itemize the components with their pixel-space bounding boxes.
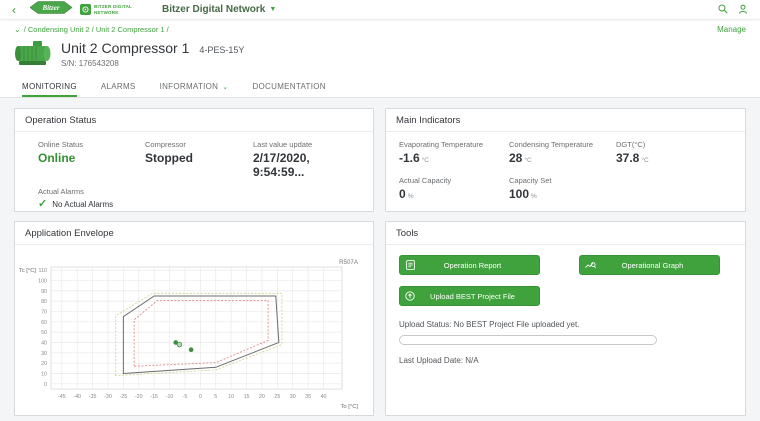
panel-title: Main Indicators	[386, 109, 745, 132]
svg-text:-5: -5	[183, 394, 188, 400]
field-evaporating-temperature: Evaporating Temperature -1.6 °C	[399, 140, 484, 165]
app-bar: ‹ Bitzer BITZER DIGITAL NETWORK Bitzer D…	[0, 0, 760, 19]
field-online-status: Online Status Online	[38, 140, 145, 179]
actual-alarms-value: No Actual Alarms	[52, 200, 114, 209]
svg-text:100: 100	[38, 278, 47, 284]
svg-text:-45: -45	[58, 394, 66, 400]
compressor-image	[14, 39, 52, 72]
svg-text:20: 20	[259, 394, 265, 400]
svg-text:20: 20	[41, 361, 47, 367]
breadcrumb: ⌄ / Condensing Unit 2 / Unit 2 Compresso…	[14, 25, 746, 34]
operation-status-panel: Operation Status Online Status Online Co…	[14, 108, 374, 212]
breadcrumb-path[interactable]: / Condensing Unit 2 / Unit 2 Compressor …	[23, 25, 169, 34]
panel-title: Application Envelope	[15, 222, 373, 245]
field-actual-capacity: Actual Capacity 0%	[399, 176, 452, 201]
graph-icon	[580, 260, 600, 270]
svg-text:70: 70	[41, 309, 47, 315]
last-upload-date-text: Last Upload Date: N/A	[399, 356, 479, 365]
upload-icon	[400, 291, 420, 301]
panel-title: Tools	[386, 222, 745, 245]
svg-text:35: 35	[305, 394, 311, 400]
upload-best-project-file-button[interactable]: Upload BEST Project File	[399, 286, 540, 306]
svg-text:Bitzer: Bitzer	[41, 4, 59, 12]
svg-text:10: 10	[228, 394, 234, 400]
svg-text:30: 30	[290, 394, 296, 400]
svg-text:-25: -25	[120, 394, 128, 400]
svg-text:25: 25	[274, 394, 280, 400]
svg-text:40: 40	[321, 394, 327, 400]
svg-text:Tc [°C]: Tc [°C]	[19, 268, 37, 274]
user-icon[interactable]	[738, 1, 748, 19]
chevron-down-icon: ⌄	[222, 83, 229, 91]
panel-title: Operation Status	[15, 109, 373, 132]
compressor-model: 4-PES-15Y	[199, 45, 245, 55]
svg-text:0: 0	[44, 382, 47, 388]
tab-information[interactable]: INFORMATION ⌄	[159, 82, 229, 91]
bdn-logo-icon	[80, 4, 91, 15]
manage-link[interactable]: Manage	[717, 25, 746, 34]
bitzer-logo: Bitzer	[29, 0, 73, 19]
field-last-value-update: Last value update 2/17/2020, 9:54:59...	[253, 140, 313, 179]
svg-text:50: 50	[41, 330, 47, 336]
svg-text:-20: -20	[135, 394, 143, 400]
field-actual-alarms: Actual Alarms ✓ No Actual Alarms	[38, 187, 114, 210]
field-dgt: DGT(°C) 37.8 °C	[616, 140, 649, 165]
svg-text:-15: -15	[150, 394, 158, 400]
check-icon: ✓	[38, 198, 48, 210]
svg-text:5: 5	[214, 394, 217, 400]
back-icon[interactable]: ‹	[12, 2, 16, 17]
online-status-value: Online	[38, 151, 76, 165]
svg-text:15: 15	[244, 394, 250, 400]
bdn-logo: BITZER DIGITAL NETWORK	[80, 4, 132, 15]
svg-text:40: 40	[41, 340, 47, 346]
svg-text:10: 10	[41, 371, 47, 377]
svg-text:0: 0	[199, 394, 202, 400]
svg-text:-40: -40	[73, 394, 81, 400]
field-compressor: Compressor Stopped	[145, 140, 193, 165]
application-envelope-panel: Application Envelope -45 -40 -35 -30 -25 -20-…	[14, 221, 374, 416]
breadcrumb-expand-icon[interactable]: ⌄	[14, 25, 21, 34]
upload-status-text: Upload Status: No BEST Project File uplo…	[399, 320, 580, 329]
shell-title[interactable]: Bitzer Digital Network ▼	[161, 4, 277, 15]
upload-progress-bar	[399, 335, 657, 345]
svg-text:60: 60	[41, 320, 47, 326]
search-icon[interactable]	[718, 1, 728, 19]
field-capacity-set: Capacity Set 100%	[509, 176, 552, 201]
page-title: Unit 2 Compressor 1	[61, 40, 190, 56]
operational-graph-button[interactable]: Operational Graph	[579, 255, 720, 275]
tools-panel: Tools Operation Report	[385, 221, 746, 416]
svg-text:-30: -30	[104, 394, 112, 400]
chevron-down-icon: ▼	[269, 6, 277, 13]
svg-text:-35: -35	[89, 394, 97, 400]
svg-text:30: 30	[41, 351, 47, 357]
svg-text:-10: -10	[166, 394, 174, 400]
operation-report-button[interactable]: Operation Report	[399, 255, 540, 275]
tab-alarms[interactable]: ALARMS	[100, 82, 136, 91]
tab-monitoring[interactable]: MONITORING	[22, 82, 77, 97]
svg-text:To [°C]: To [°C]	[341, 404, 359, 410]
svg-text:110: 110	[39, 268, 47, 274]
report-icon	[400, 260, 420, 270]
tab-documentation[interactable]: DOCUMENTATION	[252, 82, 326, 91]
envelope-chart: -45 -40 -35 -30 -25 -20 -15 -10 -5 0 5 10 15 20 25 30 35…	[15, 245, 373, 415]
svg-text:80: 80	[41, 299, 47, 305]
svg-text:90: 90	[41, 289, 47, 295]
svg-text:R507A: R507A	[339, 259, 359, 266]
serial-number: S/N: 176543208	[61, 59, 119, 68]
tab-bar: MONITORING ALARMS INFORMATION ⌄ DOCUMENT…	[0, 72, 760, 98]
bdn-logo-text: BITZER DIGITAL NETWORK	[94, 4, 132, 15]
main-indicators-panel: Main Indicators Evaporating Temperature …	[385, 108, 746, 212]
field-condensing-temperature: Condensing Temperature 28 °C	[509, 140, 594, 165]
page-header: ⌄ / Condensing Unit 2 / Unit 2 Compresso…	[0, 19, 760, 72]
